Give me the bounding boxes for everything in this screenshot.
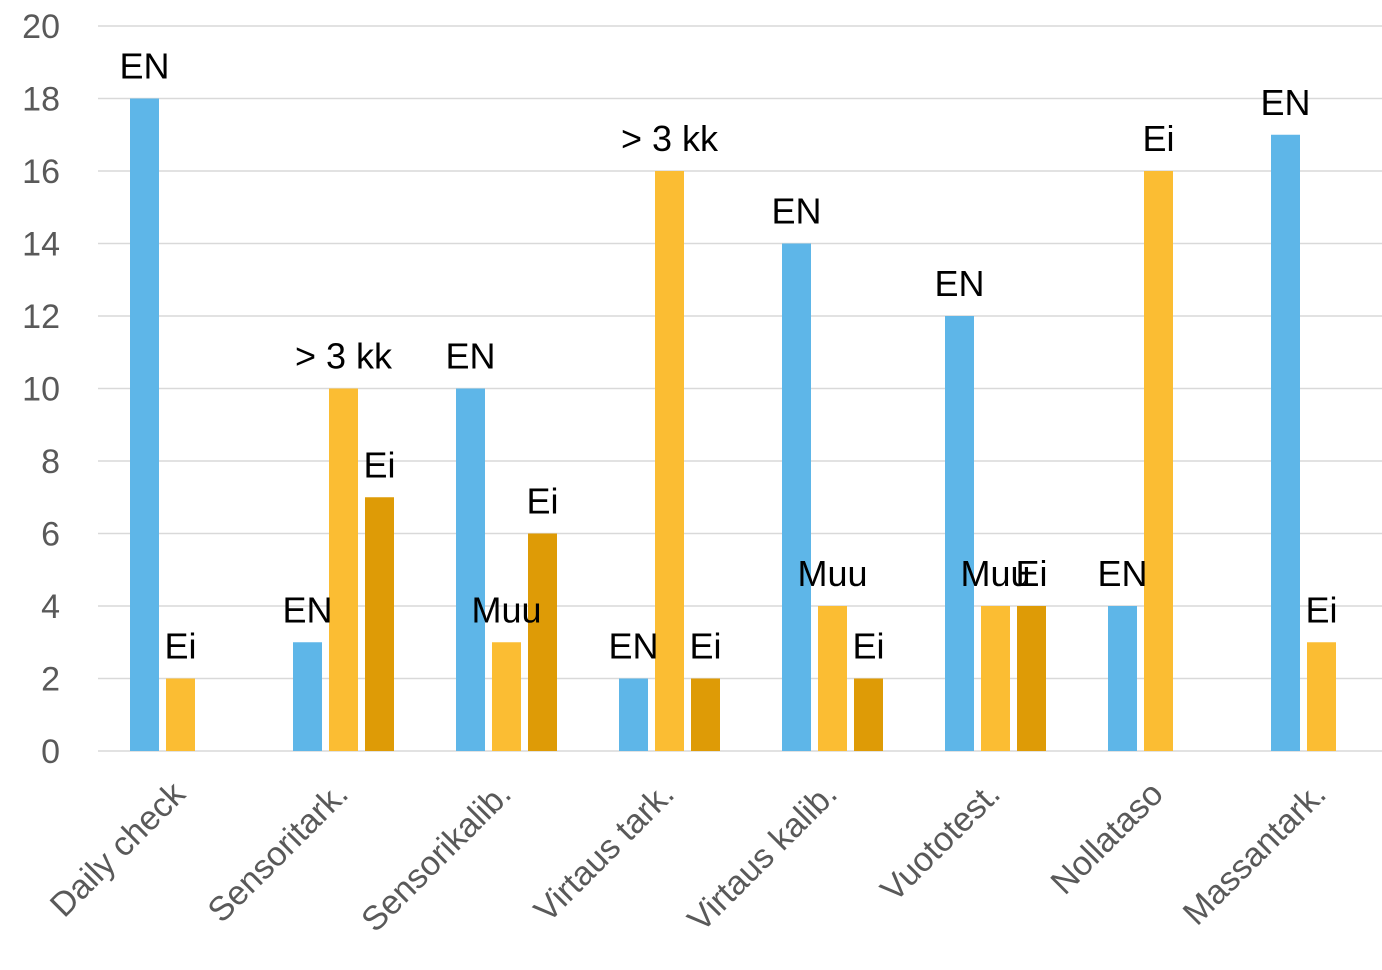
bar — [981, 606, 1010, 751]
bar — [130, 98, 159, 751]
bar — [818, 606, 847, 751]
bar — [166, 678, 195, 751]
category-label: Sensorikalib. — [354, 775, 519, 940]
bar — [691, 678, 720, 751]
bar — [293, 642, 322, 751]
data-label: EN — [445, 336, 495, 377]
bar — [492, 642, 521, 751]
x-axis-category-labels: Daily check Sensoritark.Sensorikalib. Virt… — [43, 774, 1334, 939]
data-label: Muu — [797, 553, 867, 594]
y-tick-label: 6 — [41, 516, 60, 554]
data-label: Ei — [852, 626, 884, 667]
category-label: Daily check — [43, 774, 193, 924]
data-label: Ei — [1142, 118, 1174, 159]
grid-lines — [98, 25, 1382, 752]
bar — [619, 678, 648, 751]
y-tick-label: 8 — [41, 443, 60, 481]
bar-series — [130, 98, 1336, 751]
data-label: Ei — [689, 626, 721, 667]
bar — [655, 171, 684, 751]
data-label: EN — [1260, 82, 1310, 123]
bar — [1271, 134, 1300, 751]
y-tick-label: 16 — [22, 153, 60, 191]
data-label: EN — [1097, 553, 1147, 594]
category-label: Nollataso — [1044, 775, 1171, 902]
bar — [1017, 606, 1046, 751]
data-label: > 3 kk — [295, 336, 393, 377]
category-label: Massantark. — [1176, 775, 1334, 933]
bar — [854, 678, 883, 751]
bar — [1307, 642, 1336, 751]
y-axis-tick-labels: 0 2 4 6 8 10 12 14 16 18 20 — [22, 8, 60, 771]
bar — [1144, 171, 1173, 751]
data-label: EN — [119, 46, 169, 87]
y-tick-label: 10 — [22, 371, 60, 409]
data-label: Ei — [363, 444, 395, 485]
category-label: Sensoritark. — [201, 775, 356, 930]
data-label: Muu — [471, 589, 541, 630]
data-label: EN — [282, 589, 332, 630]
y-tick-label: 0 — [41, 733, 60, 771]
data-label: Ei — [1015, 553, 1047, 594]
bar — [782, 243, 811, 751]
data-label: EN — [934, 263, 984, 304]
category-label: Virtaus tark. — [527, 775, 682, 930]
bar — [365, 497, 394, 751]
y-tick-label: 12 — [22, 298, 60, 336]
category-label: Vuototest. — [873, 775, 1007, 909]
bar — [528, 533, 557, 751]
y-tick-label: 4 — [41, 588, 60, 626]
y-tick-label: 18 — [22, 81, 60, 119]
bar — [945, 316, 974, 751]
data-label: EN — [608, 626, 658, 667]
y-tick-label: 20 — [22, 8, 60, 46]
bar — [456, 388, 485, 751]
data-label: Muu — [960, 553, 1030, 594]
data-label: Ei — [164, 626, 196, 667]
y-tick-label: 14 — [22, 226, 60, 264]
bar — [1108, 606, 1137, 751]
data-label: > 3 kk — [621, 118, 719, 159]
y-tick-label: 2 — [41, 661, 60, 699]
data-label: Ei — [1305, 589, 1337, 630]
data-label: EN — [771, 191, 821, 232]
bar — [329, 388, 358, 751]
data-label: Ei — [526, 481, 558, 522]
category-label: Virtaus kalib. — [681, 775, 845, 939]
